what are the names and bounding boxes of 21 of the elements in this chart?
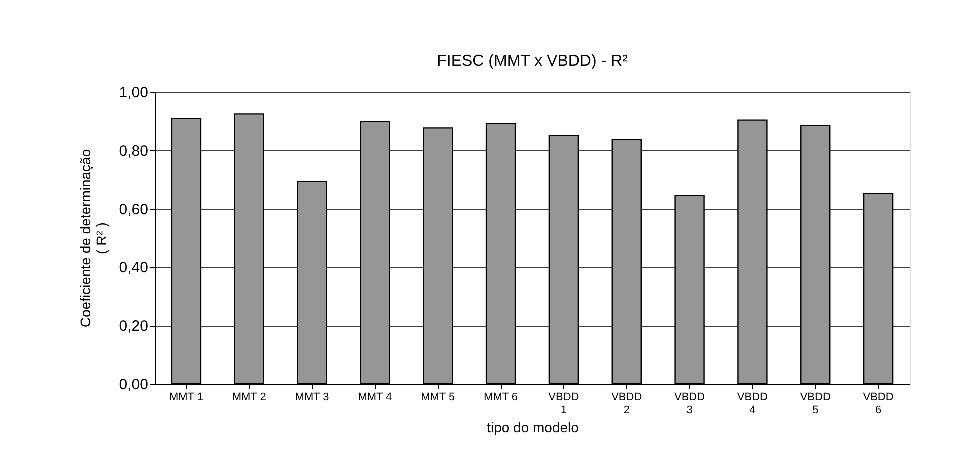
x-tick-label: MMT 2 — [232, 392, 266, 404]
y-axis-title: Coeficiente de determinação ( R² ) — [77, 149, 110, 328]
x-tick-label: MMT 4 — [358, 392, 392, 404]
y-tick-label: 0,60 — [119, 201, 148, 218]
x-tick-label: VBDD 2 — [612, 392, 642, 416]
x-tick-label: MMT 5 — [421, 392, 456, 404]
chart-title: FIESC (MMT x VBDD) - R² — [437, 53, 629, 70]
y-tick-label: 0,00 — [119, 376, 148, 394]
y-tick-label: 0,80 — [119, 142, 148, 160]
x-tick-label: VBDD 6 — [863, 392, 894, 416]
x-tick-label: VBDD 3 — [674, 392, 706, 416]
x-tick-label: MMT 6 — [484, 392, 518, 404]
x-tick-label: VBDD 4 — [737, 392, 768, 416]
x-tick-label: MMT 3 — [295, 392, 330, 404]
y-tick-label: 0,20 — [119, 318, 148, 336]
y-tick-label: 1,00 — [119, 84, 148, 102]
x-tick-label: VBDD 5 — [800, 392, 831, 416]
y-tick-label: 0,40 — [119, 260, 148, 277]
x-tick-label: VBDD 1 — [548, 392, 580, 416]
x-tick-label: MMT 1 — [169, 392, 204, 404]
x-axis-title: tipo do modelo — [487, 420, 580, 436]
